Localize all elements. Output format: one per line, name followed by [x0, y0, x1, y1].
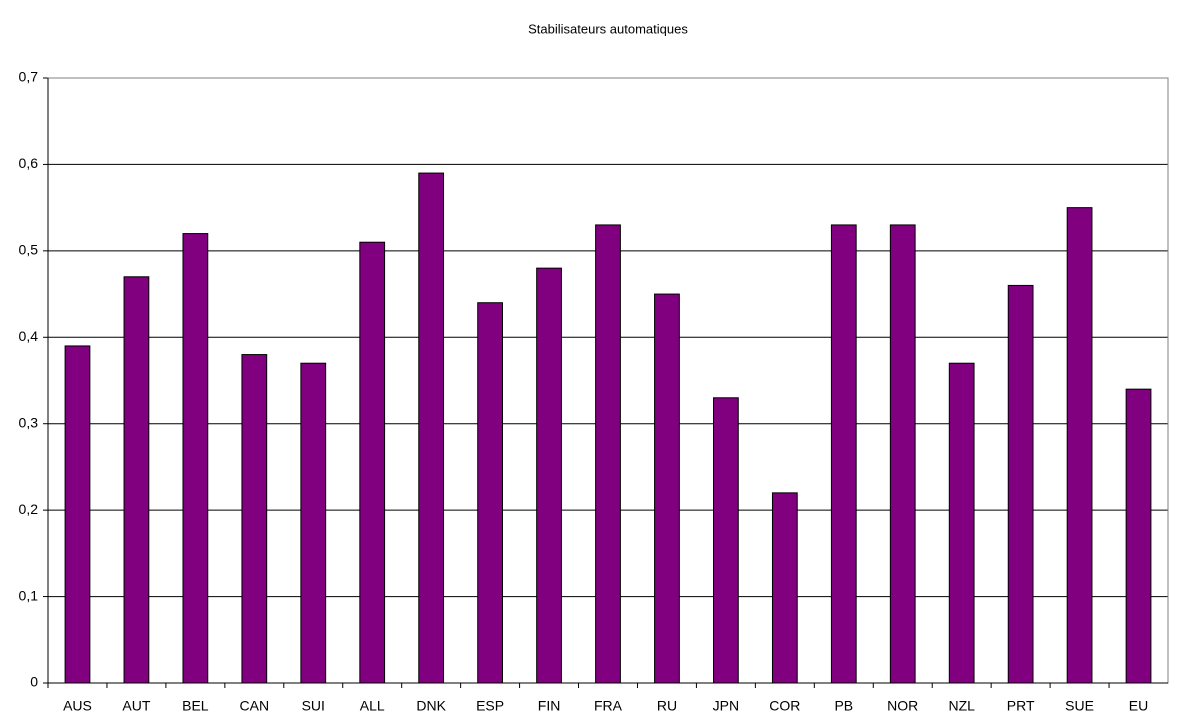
- x-tick-label: ESP: [476, 698, 504, 714]
- bar: [182, 233, 209, 684]
- bar: [477, 302, 503, 684]
- bar: [536, 267, 562, 684]
- bar: [830, 224, 857, 684]
- x-tick-label: COR: [769, 698, 800, 714]
- bar: [771, 492, 798, 684]
- y-tick-label: 0,1: [19, 587, 39, 603]
- x-tick-label: PRT: [1007, 698, 1035, 714]
- bar: [713, 397, 739, 684]
- x-tick-label: AUS: [63, 698, 92, 714]
- x-tick-label: SUI: [302, 698, 325, 714]
- bar: [359, 241, 386, 684]
- bar: [654, 293, 680, 684]
- bar: [123, 276, 150, 684]
- x-tick-label: NOR: [887, 698, 918, 714]
- y-tick-label: 0,5: [19, 242, 39, 258]
- bar: [1007, 284, 1034, 684]
- x-tick-label: SUE: [1065, 698, 1094, 714]
- x-tick-label: DNK: [416, 698, 446, 714]
- x-tick-label: FRA: [594, 698, 623, 714]
- bar: [241, 354, 268, 684]
- x-tick-label: JPN: [713, 698, 739, 714]
- bar: [1125, 388, 1152, 684]
- y-tick-label: 0: [30, 674, 38, 690]
- x-tick-label: FIN: [538, 698, 561, 714]
- y-tick-label: 0,6: [19, 155, 39, 171]
- y-tick-label: 0,3: [19, 414, 39, 430]
- x-tick-label: EU: [1129, 698, 1148, 714]
- bar: [948, 362, 975, 684]
- x-tick-label: CAN: [240, 698, 270, 714]
- x-tick-label: RU: [657, 698, 677, 714]
- bar: [300, 362, 327, 684]
- bar: [595, 224, 621, 684]
- y-tick-label: 0,4: [19, 328, 39, 344]
- x-tick-label: PB: [834, 698, 853, 714]
- x-tick-label: ALL: [360, 698, 385, 714]
- bar: [1066, 207, 1093, 684]
- x-tick-label: BEL: [182, 698, 209, 714]
- bar: [64, 345, 91, 684]
- y-tick-label: 0,7: [19, 69, 39, 85]
- x-tick-label: AUT: [122, 698, 150, 714]
- chart-title: Stabilisateurs automatiques: [528, 21, 688, 36]
- y-tick-label: 0,2: [19, 501, 39, 517]
- x-tick-label: NZL: [948, 698, 975, 714]
- bar: [889, 224, 916, 684]
- bar: [418, 172, 445, 684]
